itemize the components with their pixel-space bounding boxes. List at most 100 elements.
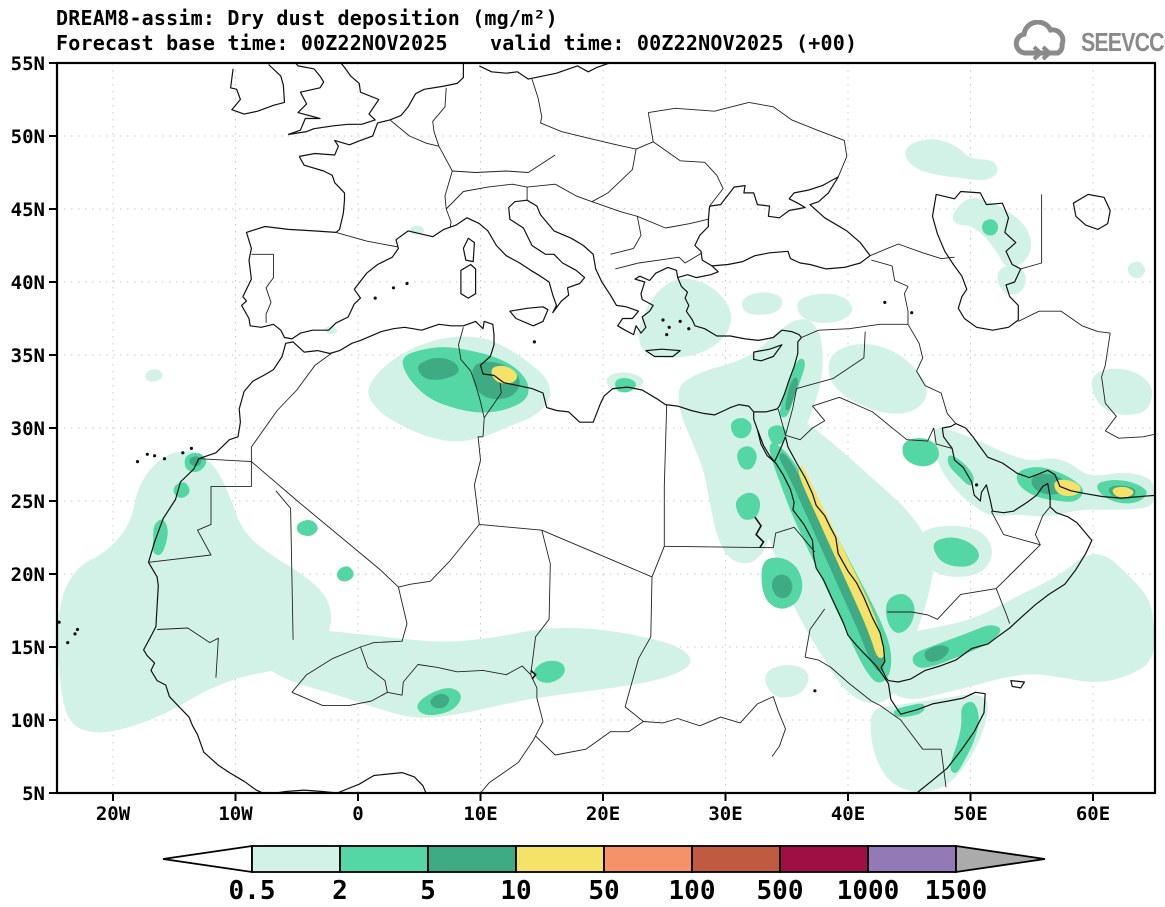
- island-dot-0: [135, 460, 140, 464]
- coastline-4: [479, 63, 612, 80]
- country-border-12: [651, 404, 668, 578]
- island-dot-7: [57, 620, 61, 624]
- colorbar-segment-1000-1500: [867, 845, 957, 873]
- coastline-layer: [57, 63, 1155, 793]
- country-border-46: [335, 231, 399, 248]
- coastline-8: [694, 206, 713, 267]
- logo-text: SEEVCCC: [1081, 26, 1165, 57]
- lon-label-50E: 50E: [953, 803, 987, 825]
- country-border-40: [591, 149, 637, 203]
- country-border-11: [479, 523, 653, 578]
- country-border-20: [777, 408, 786, 436]
- waterbody-outline-3: [460, 263, 477, 299]
- lon-label-10W: 10W: [218, 803, 253, 825]
- country-border-39: [652, 141, 724, 207]
- country-border-13: [664, 526, 816, 553]
- country-border-49: [445, 183, 556, 210]
- dust-region-caspian-se-level1: [997, 264, 1026, 295]
- colorbar-segment-100-500: [691, 845, 781, 873]
- colorbar-segment-50-100: [603, 845, 693, 873]
- coastline-17: [955, 423, 1155, 499]
- waterbody-outline-4: [462, 237, 475, 263]
- coastline-18: [887, 683, 986, 793]
- island-dot-1: [145, 452, 149, 456]
- dust-region-nile-south-level2: [735, 492, 760, 520]
- dust-region-levant-core-level3: [785, 377, 798, 411]
- country-border-35: [1020, 194, 1043, 270]
- dust-region-caspian-nw-level1: [905, 139, 998, 181]
- coastline-10: [143, 277, 803, 793]
- lat-label-15N: 15N: [11, 637, 45, 659]
- dust-region-atlantic-west-africa-level1: [57, 451, 332, 733]
- island-dot-15: [667, 325, 671, 329]
- colorbar-label-2: 2: [332, 876, 348, 906]
- cloud-logo-icon: [1013, 20, 1066, 61]
- country-border-31: [995, 588, 1011, 624]
- country-border-9: [479, 721, 544, 793]
- dust-region-mali-a-level2: [296, 520, 318, 537]
- coastline-13: [756, 429, 787, 463]
- island-dot-4: [181, 451, 185, 455]
- coastline-0: [230, 64, 286, 115]
- colorbar-label-50: 50: [588, 876, 619, 906]
- dust-region-se-turkey-level1: [797, 293, 853, 323]
- country-border-43: [610, 247, 634, 255]
- waterbody-outline-5: [645, 348, 681, 358]
- country-border-8: [387, 664, 544, 722]
- country-border-54: [483, 382, 502, 419]
- country-border-30: [887, 588, 997, 620]
- dust-region-red-sea-yellow-level4: [798, 466, 885, 659]
- lat-label-45N: 45N: [11, 199, 45, 221]
- lat-label-40N: 40N: [11, 272, 45, 294]
- coastline-12: [756, 429, 889, 684]
- dust-region-cyrenaica-core-level2: [615, 377, 636, 393]
- dust-region-caspian-dot-level2: [982, 219, 999, 236]
- country-border-32: [995, 506, 1051, 589]
- island-dot-19: [532, 340, 537, 344]
- dust-region-rub-al-khali-core-level2: [933, 537, 979, 567]
- forecast-base-time: Forecast base time: 00Z22NOV2025: [56, 31, 448, 55]
- coastline-15: [784, 436, 889, 681]
- country-border-22: [785, 396, 935, 442]
- colorbar-label-1000: 1000: [837, 876, 900, 906]
- lon-label-0: 0: [352, 803, 363, 825]
- lon-label-30E: 30E: [708, 803, 742, 825]
- country-border-14: [624, 576, 653, 722]
- coastline-7: [526, 199, 871, 336]
- lon-label-20E: 20E: [586, 803, 620, 825]
- country-border-48: [452, 154, 556, 173]
- country-border-29: [1101, 333, 1155, 439]
- country-border-33: [990, 510, 1041, 546]
- country-border-55: [473, 436, 483, 525]
- country-border-15: [643, 696, 786, 757]
- country-border-38: [531, 78, 654, 150]
- dust-region-aegean-west-turkey-level1: [638, 278, 732, 358]
- dust-region-sinai-level2: [767, 425, 787, 445]
- dust-region-red-sea-core-level3: [779, 453, 885, 672]
- colorbar-segment-5-10: [427, 845, 517, 873]
- country-border-6: [291, 646, 361, 693]
- island-dot-21: [883, 300, 887, 304]
- island-dot-10: [75, 627, 80, 632]
- coastline-9: [709, 176, 871, 257]
- coastline-1: [288, 63, 380, 136]
- dust-region-mali-b-level2: [336, 566, 354, 582]
- dust-region-turkmen-dot-level1: [1127, 261, 1146, 278]
- dust-region-makran-yellow-level4: [1112, 486, 1134, 498]
- waterbody-outline-1: [1072, 193, 1111, 230]
- dust-region-yemen-core-level3: [924, 645, 949, 662]
- island-dot-18: [665, 333, 669, 337]
- lat-label-55N: 55N: [11, 53, 45, 75]
- waterbody-outline-6: [753, 344, 783, 362]
- country-border-44: [615, 252, 703, 270]
- coastline-2: [288, 63, 325, 136]
- country-border-37: [648, 101, 749, 114]
- colorbar-label-1500: 1500: [925, 876, 988, 906]
- country-border-23: [796, 331, 866, 390]
- country-border-2: [251, 461, 480, 588]
- colorbar-label-5: 5: [420, 876, 436, 906]
- lat-label-30N: 30N: [11, 418, 45, 440]
- coastline-11: [271, 772, 427, 793]
- country-border-26: [871, 259, 909, 325]
